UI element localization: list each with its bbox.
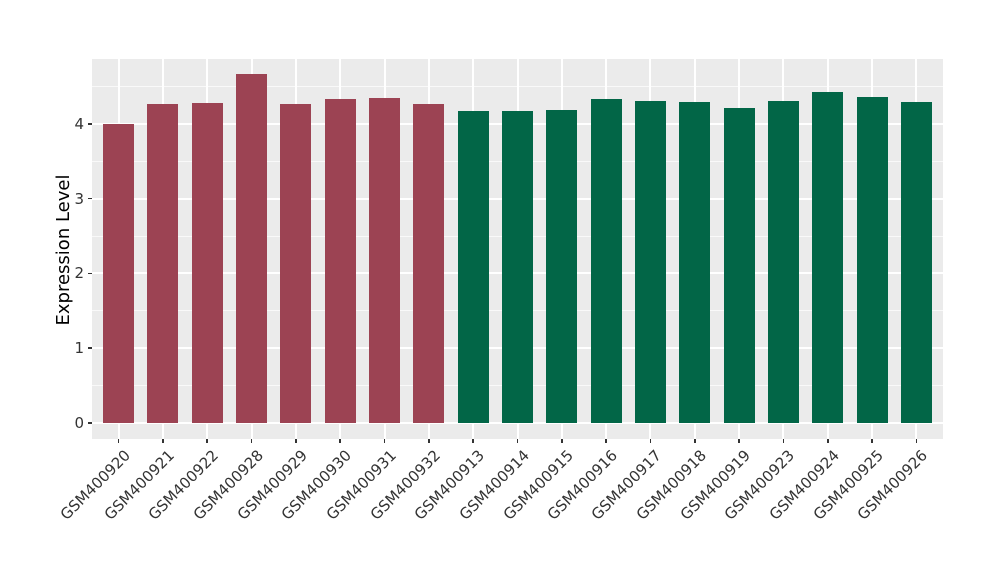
bar-GSM400916 bbox=[590, 99, 622, 423]
y-tick-label: 4 bbox=[74, 114, 84, 133]
x-tick bbox=[428, 439, 430, 443]
y-tick-label: 0 bbox=[74, 414, 84, 432]
bar-GSM400925 bbox=[856, 96, 888, 423]
x-tick bbox=[782, 439, 785, 443]
y-axis-title: Expression Level bbox=[53, 174, 74, 326]
x-tick bbox=[250, 439, 253, 443]
y-tick bbox=[88, 422, 92, 424]
y-tick bbox=[88, 347, 92, 349]
x-tick bbox=[383, 439, 386, 443]
bar-GSM400913 bbox=[457, 111, 489, 423]
bar-GSM400917 bbox=[634, 100, 666, 423]
x-tick bbox=[162, 439, 164, 443]
bar-GSM400926 bbox=[900, 102, 932, 423]
y-tick bbox=[88, 197, 92, 200]
x-tick bbox=[605, 439, 607, 443]
bar-GSM400915 bbox=[546, 110, 578, 423]
bar-GSM400921 bbox=[147, 104, 179, 423]
x-tick bbox=[915, 439, 918, 443]
bar-GSM400914 bbox=[502, 111, 533, 423]
x-tick bbox=[827, 439, 829, 443]
x-tick bbox=[339, 439, 341, 443]
bar-GSM400918 bbox=[679, 102, 711, 423]
x-tick bbox=[295, 439, 297, 443]
x-tick bbox=[649, 439, 652, 443]
y-tick-label: 2 bbox=[74, 264, 84, 283]
bar-GSM400932 bbox=[413, 104, 445, 423]
bar-GSM400924 bbox=[812, 92, 844, 423]
bar-GSM400929 bbox=[280, 103, 312, 423]
x-tick bbox=[738, 439, 740, 443]
bar-GSM400931 bbox=[369, 98, 401, 423]
x-tick bbox=[871, 439, 873, 443]
bar-GSM400930 bbox=[324, 99, 356, 423]
x-tick bbox=[694, 439, 696, 443]
bar-GSM400922 bbox=[191, 102, 223, 423]
bar-GSM400923 bbox=[767, 100, 799, 423]
x-tick bbox=[206, 439, 208, 443]
bar-GSM400919 bbox=[723, 108, 755, 423]
x-tick bbox=[561, 439, 563, 443]
y-tick-label: 1 bbox=[74, 339, 84, 358]
bar-GSM400920 bbox=[103, 123, 135, 423]
y-tick bbox=[88, 272, 92, 275]
y-tick bbox=[88, 123, 92, 125]
x-tick bbox=[117, 439, 120, 443]
bar-GSM400928 bbox=[236, 73, 268, 423]
x-tick bbox=[516, 439, 519, 443]
x-tick bbox=[472, 439, 474, 443]
plot-panel bbox=[92, 59, 943, 439]
y-tick-label: 3 bbox=[74, 189, 84, 208]
